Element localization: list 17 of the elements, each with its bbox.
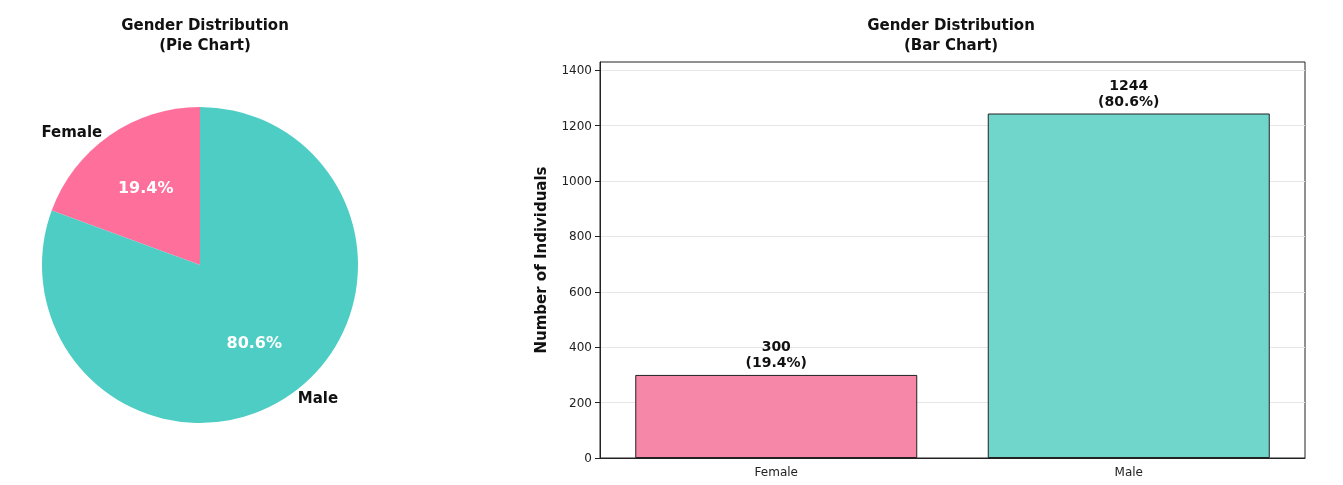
data-label: 80.6% [226,333,283,353]
slice-label: Male [297,388,339,407]
chart-title: Gender Distribution (Bar Chart) [867,16,1035,54]
data-label: 19.4% [117,177,174,197]
y-tick-label: 200 [569,395,592,410]
y-tick-label: 600 [569,284,592,299]
y-tick-label: 400 [569,340,592,355]
chart-title: Gender Distribution (Pie Chart) [121,16,289,54]
y-tick-label: 800 [569,229,592,244]
y-axis-title: Number of Individuals [531,166,550,354]
y-tick-label: 1200 [561,118,592,133]
data-label: 1244 (80.6%) [1098,76,1160,109]
y-tick-label: 0 [584,451,592,465]
slice-label: Female [41,123,103,142]
y-tick-label: 1000 [561,174,592,189]
y-tick-label: 1400 [561,63,592,78]
data-label: 300 (19.4%) [745,337,807,370]
